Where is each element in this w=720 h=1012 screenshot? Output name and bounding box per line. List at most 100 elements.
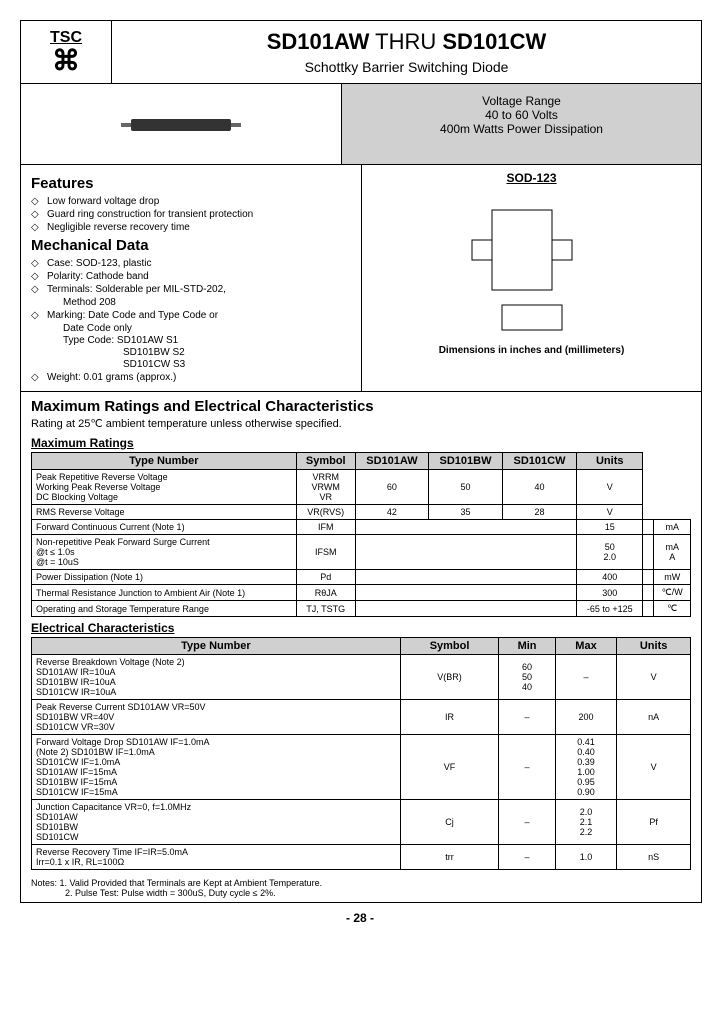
table-row: Reverse Recovery Time IF=IR=5.0mAIrr=0.1… (32, 845, 691, 870)
features-heading: Features (31, 175, 351, 192)
table-cell: 0.410.400.391.000.950.90 (555, 735, 616, 800)
mech-item: Marking: Date Code and Type Code or (31, 310, 351, 321)
table-cell: V (577, 470, 643, 505)
table-cell: 40 (503, 470, 577, 505)
main-title: SD101AW THRU SD101CW (120, 29, 693, 55)
feature-item: Low forward voltage drop (31, 196, 351, 207)
table-row: Peak Reverse Current SD101AW VR=50VSD101… (32, 700, 691, 735)
mech-item: Terminals: Solderable per MIL-STD-202, (31, 284, 351, 295)
voltage-range: Voltage Range 40 to 60 Volts 400m Watts … (342, 84, 701, 164)
table-row: Non-repetitive Peak Forward Surge Curren… (32, 535, 691, 570)
table-cell (355, 585, 576, 601)
mech-sub: Method 208 (31, 297, 351, 308)
table-cell (643, 585, 654, 601)
table-cell: mA (654, 520, 691, 535)
table-row: Reverse Breakdown Voltage (Note 2)SD101A… (32, 655, 691, 700)
table-cell: trr (400, 845, 498, 870)
table-cell: Thermal Resistance Junction to Ambient A… (32, 585, 297, 601)
table-row: Junction Capacitance VR=0, f=1.0MHzSD101… (32, 800, 691, 845)
type-code: SD101BW S2 (31, 347, 351, 358)
table-cell: IR (400, 700, 498, 735)
table-cell: Power Dissipation (Note 1) (32, 570, 297, 585)
table-header: Type Number (32, 638, 401, 655)
table-cell (643, 520, 654, 535)
feature-item: Guard ring construction for transient pr… (31, 209, 351, 220)
row-image-vrange: Voltage Range 40 to 60 Volts 400m Watts … (21, 84, 701, 165)
table-row: Operating and Storage Temperature RangeT… (32, 601, 691, 617)
table-cell (643, 535, 654, 570)
feature-item: Negligible reverse recovery time (31, 222, 351, 233)
table-header: SD101AW (355, 453, 428, 470)
table-cell: V (617, 735, 691, 800)
table-row: Power Dissipation (Note 1)Pd 400 mW (32, 570, 691, 585)
mech-item: Polarity: Cathode band (31, 271, 351, 282)
table-row: Peak Repetitive Reverse VoltageWorking P… (32, 470, 691, 505)
table-cell: RMS Reverse Voltage (32, 505, 297, 520)
table-cell: TJ, TSTG (296, 601, 355, 617)
table-cell: ℃ (654, 601, 691, 617)
table-cell: VF (400, 735, 498, 800)
table-cell: Junction Capacitance VR=0, f=1.0MHzSD101… (32, 800, 401, 845)
table-cell: Forward Continuous Current (Note 1) (32, 520, 297, 535)
table-header: Symbol (400, 638, 498, 655)
table-cell: 605040 (499, 655, 555, 700)
table-cell: nA (617, 700, 691, 735)
ec-title: Electrical Characteristics (31, 621, 691, 635)
mech-weight: Weight: 0.01 grams (approx.) (31, 372, 351, 383)
table-cell: -65 to +125 (577, 601, 643, 617)
max-ratings-section: Maximum Ratings and Electrical Character… (21, 392, 701, 874)
dimensions-note: Dimensions in inches and (millimeters) (372, 345, 691, 356)
table-cell: 400 (577, 570, 643, 585)
sod-heading: SOD-123 (372, 171, 691, 185)
table-cell: 42 (355, 505, 428, 520)
table-cell: 502.0 (577, 535, 643, 570)
table-header: Min (499, 638, 555, 655)
table-cell: RθJA (296, 585, 355, 601)
table-cell: – (499, 845, 555, 870)
table-cell: – (555, 655, 616, 700)
table-cell: 15 (577, 520, 643, 535)
table-cell: – (499, 700, 555, 735)
table-cell: Pd (296, 570, 355, 585)
table-cell: mW (654, 570, 691, 585)
table-cell: VRRMVRWMVR (296, 470, 355, 505)
table-cell (643, 601, 654, 617)
table-cell (355, 570, 576, 585)
table-header: SD101BW (429, 453, 503, 470)
max-heading: Maximum Ratings and Electrical Character… (31, 398, 691, 415)
table-cell: V (577, 505, 643, 520)
ec-table: Type NumberSymbolMinMaxUnitsReverse Brea… (31, 637, 691, 870)
table-row: Forward Continuous Current (Note 1)IFM 15… (32, 520, 691, 535)
component-image (21, 84, 342, 164)
mech-item: Case: SOD-123, plastic (31, 258, 351, 269)
table-header: SD101CW (503, 453, 577, 470)
table-cell: 1.0 (555, 845, 616, 870)
table-cell: V(BR) (400, 655, 498, 700)
table-cell (355, 601, 576, 617)
datasheet-page: TSC⌘ SD101AW THRU SD101CW Schottky Barri… (20, 20, 702, 903)
table-cell: IFM (296, 520, 355, 535)
page-number: - 28 - (20, 903, 700, 933)
table-cell: – (499, 735, 555, 800)
table-cell: Non-repetitive Peak Forward Surge Curren… (32, 535, 297, 570)
table-cell: V (617, 655, 691, 700)
table-row: Forward Voltage Drop SD101AW IF=1.0mA(No… (32, 735, 691, 800)
table-cell (355, 520, 576, 535)
table-cell: Peak Repetitive Reverse VoltageWorking P… (32, 470, 297, 505)
features-mech-row: Features Low forward voltage drop Guard … (21, 165, 701, 392)
package-outline-icon (432, 190, 632, 340)
left-col: Features Low forward voltage drop Guard … (21, 165, 362, 391)
mech-heading: Mechanical Data (31, 237, 351, 254)
mech-sub: Date Code only (31, 323, 351, 334)
logo: TSC⌘ (21, 21, 112, 83)
table-header: Type Number (32, 453, 297, 470)
header-row: TSC⌘ SD101AW THRU SD101CW Schottky Barri… (21, 21, 701, 84)
table-cell: Reverse Recovery Time IF=IR=5.0mAIrr=0.1… (32, 845, 401, 870)
max-ratings-title: Maximum Ratings (31, 436, 691, 450)
table-header: Units (577, 453, 643, 470)
table-row: Thermal Resistance Junction to Ambient A… (32, 585, 691, 601)
table-cell (643, 570, 654, 585)
table-cell: IFSM (296, 535, 355, 570)
type-code: SD101CW S3 (31, 359, 351, 370)
table-cell: ℃/W (654, 585, 691, 601)
